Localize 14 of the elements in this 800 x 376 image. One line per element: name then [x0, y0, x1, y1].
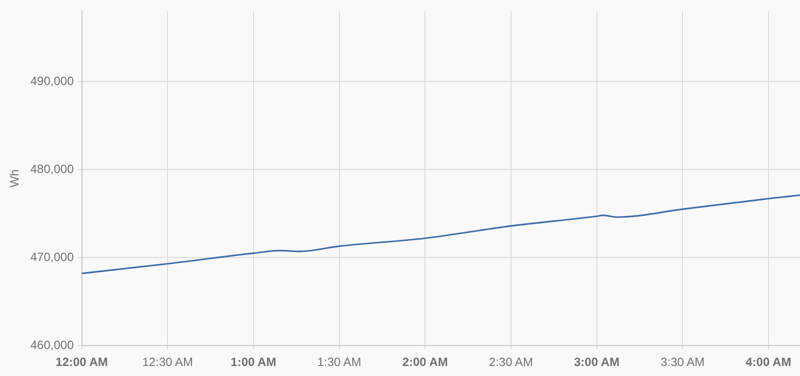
- y-tick-label: 470,000: [30, 250, 74, 264]
- x-tick-label: 3:30 AM: [660, 355, 705, 370]
- x-tick-label: 2:30 AM: [488, 355, 533, 370]
- x-tick-label: 1:00 AM: [230, 355, 276, 370]
- y-tick-label: 490,000: [30, 74, 74, 88]
- y-axis-title: Wh: [8, 169, 22, 188]
- x-tick-label: 4:00 AM: [746, 355, 792, 370]
- x-tick-label: 12:00 AM: [56, 355, 108, 370]
- x-tick-label: 2:00 AM: [402, 355, 448, 370]
- y-tick-label: 480,000: [30, 162, 74, 176]
- y-tick-label: 460,000: [30, 338, 74, 352]
- x-tick-label: 12:30 AM: [142, 355, 193, 370]
- x-tick-label: 1:30 AM: [317, 355, 362, 370]
- x-tick-label: 3:00 AM: [574, 355, 620, 370]
